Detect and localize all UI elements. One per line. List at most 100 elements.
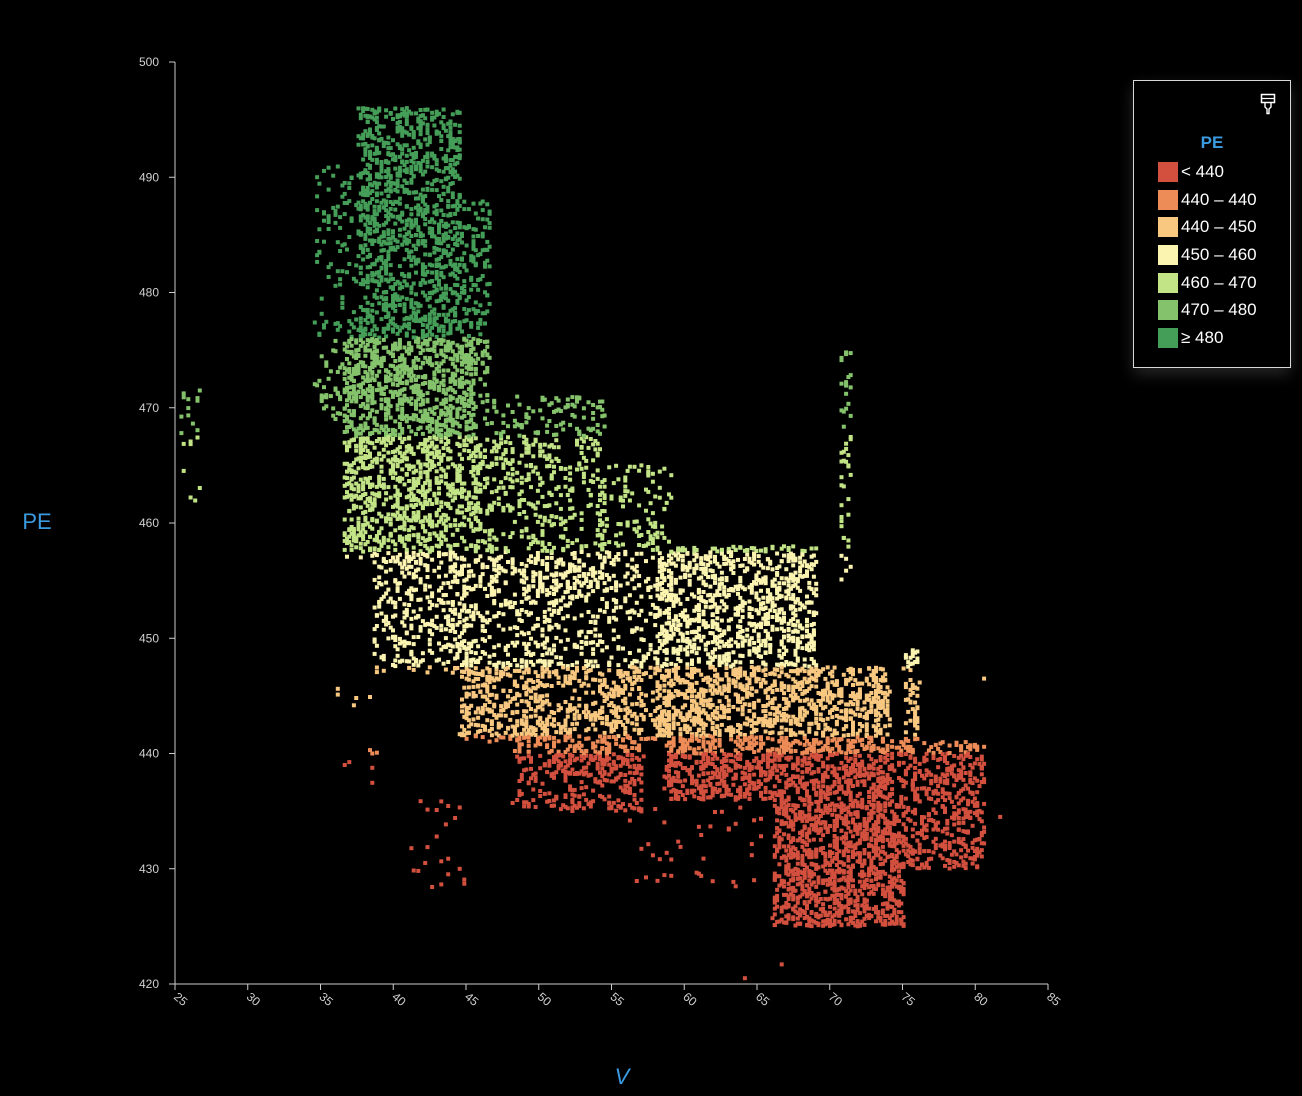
- data-point: [407, 191, 412, 196]
- data-point: [374, 157, 379, 162]
- data-point: [425, 412, 430, 416]
- data-point: [618, 495, 623, 500]
- data-point: [368, 252, 372, 257]
- data-point: [556, 661, 561, 666]
- data-point: [407, 272, 412, 277]
- data-point: [455, 231, 460, 236]
- data-point: [374, 624, 379, 628]
- data-point: [342, 483, 347, 488]
- data-point: [365, 189, 370, 194]
- data-point: [391, 463, 395, 468]
- data-point: [487, 728, 492, 733]
- data-point: [446, 134, 451, 139]
- data-point: [400, 210, 405, 215]
- data-point: [602, 478, 607, 483]
- data-point: [416, 196, 421, 201]
- data-point: [485, 217, 490, 222]
- data-point: [374, 665, 379, 670]
- data-point: [363, 530, 368, 535]
- data-point: [627, 609, 632, 614]
- data-point: [425, 478, 430, 483]
- data-point: [407, 494, 412, 499]
- data-point: [363, 515, 368, 520]
- data-point: [434, 469, 439, 474]
- data-point: [361, 282, 366, 287]
- data-point: [439, 147, 444, 151]
- data-point: [381, 205, 386, 210]
- data-point: [448, 258, 453, 263]
- data-point: [411, 588, 416, 593]
- data-point: [420, 375, 425, 380]
- data-point: [462, 408, 467, 413]
- data-point: [418, 580, 423, 585]
- data-point: [391, 465, 395, 470]
- data-point: [648, 595, 653, 600]
- data-point: [595, 429, 600, 434]
- data-point: [632, 711, 637, 716]
- data-point: [430, 465, 435, 469]
- data-point: [650, 511, 655, 516]
- data-point: [423, 243, 428, 248]
- data-point: [471, 244, 476, 248]
- data-point: [441, 107, 446, 112]
- data-point: [480, 628, 485, 633]
- data-point: [531, 574, 536, 579]
- data-point: [577, 461, 582, 466]
- data-point: [363, 113, 368, 118]
- data-point: [391, 181, 395, 186]
- data-point: [446, 614, 451, 619]
- data-point: [393, 513, 398, 518]
- data-point: [409, 616, 414, 621]
- data-point: [384, 385, 389, 390]
- data-point: [363, 466, 368, 471]
- data-point: [407, 368, 412, 373]
- data-point: [460, 398, 464, 403]
- data-point: [395, 331, 400, 336]
- data-point: [519, 664, 524, 669]
- data-point: [558, 493, 563, 498]
- data-point: [591, 426, 596, 431]
- data-point: [441, 593, 446, 598]
- data-point: [460, 535, 464, 540]
- data-point: [409, 301, 414, 306]
- data-point: [469, 439, 474, 444]
- data-point: [508, 535, 513, 539]
- data-point: [388, 517, 393, 522]
- data-point: [501, 671, 506, 676]
- data-point: [634, 666, 639, 671]
- data-point: [457, 468, 462, 473]
- data-point: [374, 270, 379, 275]
- data-point: [478, 509, 483, 514]
- data-point: [414, 315, 418, 320]
- data-point: [554, 408, 559, 413]
- data-point: [402, 363, 407, 368]
- data-point: [476, 464, 481, 469]
- data-point: [351, 384, 356, 389]
- data-point: [579, 445, 584, 450]
- data-point: [455, 527, 460, 532]
- data-point: [462, 584, 467, 589]
- data-point: [365, 503, 370, 508]
- data-point: [492, 645, 497, 650]
- data-point: [462, 639, 467, 644]
- data-point: [496, 677, 501, 682]
- data-point: [473, 544, 478, 548]
- data-point: [340, 269, 345, 274]
- data-point: [517, 433, 522, 438]
- data-point: [384, 220, 389, 225]
- data-point: [535, 500, 540, 505]
- data-point: [464, 402, 469, 407]
- data-point: [540, 642, 545, 647]
- data-point: [655, 535, 660, 540]
- data-point: [469, 644, 474, 649]
- data-point: [418, 166, 423, 171]
- data-point: [522, 686, 527, 691]
- data-point: [460, 709, 464, 714]
- data-point: [368, 221, 372, 226]
- data-point: [386, 210, 391, 215]
- data-point: [423, 217, 428, 222]
- data-point: [538, 704, 543, 709]
- data-point: [354, 470, 359, 475]
- data-point: [496, 611, 501, 615]
- data-point: [437, 491, 441, 496]
